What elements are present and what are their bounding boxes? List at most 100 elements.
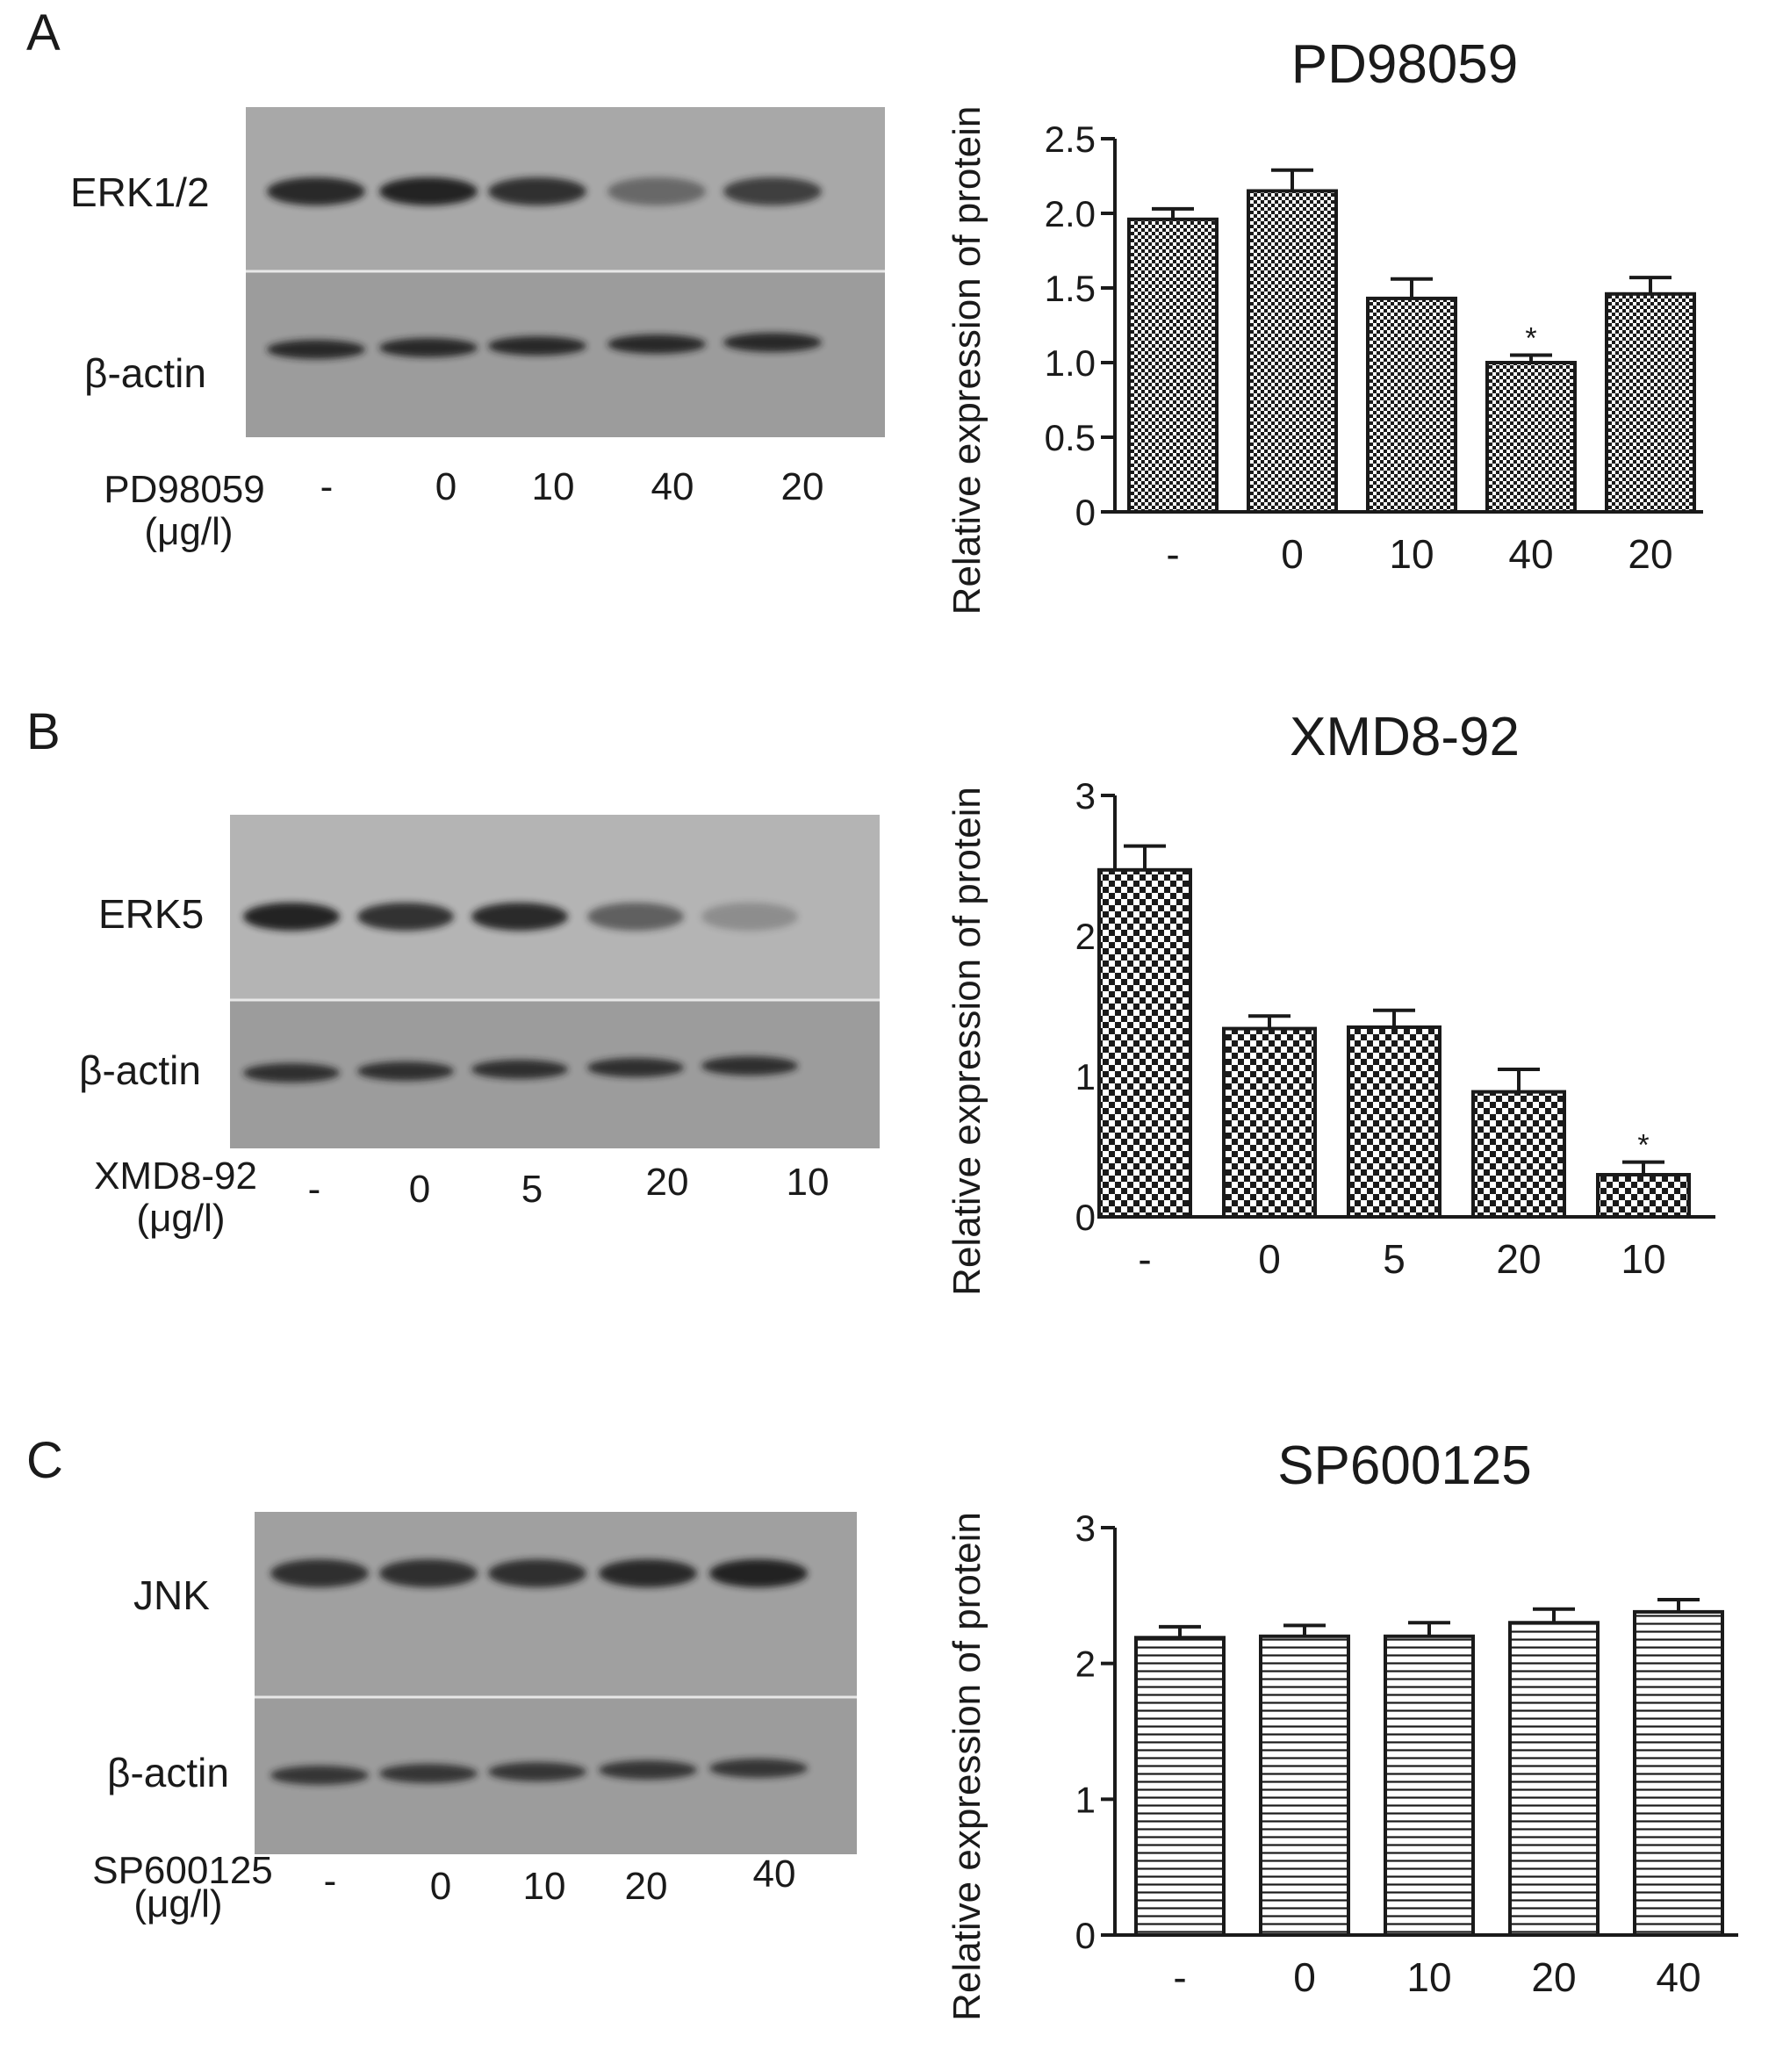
bar xyxy=(1485,361,1577,514)
lane-label: - xyxy=(307,1168,321,1211)
target-band xyxy=(599,1559,697,1587)
lane-label: 20 xyxy=(645,1161,689,1204)
control-band xyxy=(723,333,822,352)
control-band xyxy=(587,1058,684,1077)
y-tick-label: 3 xyxy=(1075,1507,1096,1549)
bar xyxy=(1508,1621,1600,1937)
control-band xyxy=(488,336,586,356)
target-band xyxy=(379,177,478,205)
x-tick-label: 0 xyxy=(1281,531,1304,577)
target-band xyxy=(488,1559,586,1587)
panel-letter-c: C xyxy=(26,1432,63,1489)
target-band xyxy=(471,903,568,931)
lane-label: 40 xyxy=(651,465,694,508)
control-band xyxy=(267,340,365,359)
control-band xyxy=(599,1760,697,1780)
y-tick-label: 1 xyxy=(1075,1779,1096,1820)
bar xyxy=(1222,1026,1317,1219)
significance-marker: * xyxy=(1525,322,1536,356)
bar xyxy=(1605,291,1696,514)
x-tick-label: 10 xyxy=(1621,1236,1665,1282)
blot-control-label-a: β-actin xyxy=(84,350,206,396)
treatment-unit: (μg/l) xyxy=(144,510,234,553)
significance-marker: * xyxy=(1637,1129,1649,1162)
treatment-label-a: PD98059 (μg/l) xyxy=(70,469,298,553)
lane-label: - xyxy=(320,465,334,508)
y-tick-label: 2.5 xyxy=(1045,119,1096,160)
blot-target-label-a: ERK1/2 xyxy=(70,169,210,215)
western-blot-a xyxy=(246,107,885,437)
treatment-unit: (μg/l) xyxy=(133,1882,223,1925)
y-tick-label: 2 xyxy=(1075,916,1096,957)
y-axis-label: Relative expression of protein xyxy=(945,106,989,615)
control-band xyxy=(608,335,706,354)
y-tick-label: 0 xyxy=(1075,1915,1096,1956)
target-band xyxy=(723,177,822,205)
x-tick-label: 40 xyxy=(1508,531,1553,577)
y-tick-label: 2.0 xyxy=(1045,193,1096,234)
x-tick-label: 20 xyxy=(1496,1236,1541,1282)
y-axis-label: Relative expression of protein xyxy=(945,1512,989,2021)
control-band xyxy=(270,1766,369,1785)
lane-label: 10 xyxy=(786,1161,830,1204)
control-band xyxy=(357,1061,454,1081)
treatment-label-c: SP600125 (μg/l) xyxy=(60,1849,306,1924)
lane-label: 5 xyxy=(521,1168,543,1211)
y-tick-label: 2 xyxy=(1075,1644,1096,1685)
y-axis-label: Relative expression of protein xyxy=(945,787,989,1296)
lane-label: 0 xyxy=(429,1865,452,1908)
x-tick-label: 10 xyxy=(1389,531,1434,577)
y-tick-label: 0.5 xyxy=(1045,417,1096,458)
control-band xyxy=(701,1056,798,1076)
y-tick-label: 1.5 xyxy=(1045,268,1096,309)
chart-title: XMD8-92 xyxy=(1290,707,1520,767)
lane-label: 20 xyxy=(780,465,824,508)
x-tick-label: 0 xyxy=(1293,1954,1316,2000)
target-band xyxy=(357,903,454,931)
target-band xyxy=(587,903,684,931)
x-tick-label: 20 xyxy=(1628,531,1672,577)
blot-target-label-c: JNK xyxy=(133,1572,210,1618)
bar xyxy=(1127,217,1219,514)
target-band xyxy=(488,177,586,205)
target-band xyxy=(270,1559,369,1587)
y-tick-label: 1.0 xyxy=(1045,342,1096,384)
x-tick-label: - xyxy=(1173,1954,1186,2000)
y-tick-label: 3 xyxy=(1075,775,1096,817)
treatment-name: XMD8-92 xyxy=(94,1155,257,1198)
treatment-name: SP600125 xyxy=(92,1849,273,1892)
target-band xyxy=(243,903,340,931)
target-band xyxy=(709,1559,808,1587)
bar-chart-sp600125: SP600125 Relative expression of protein 0 1… xyxy=(945,1435,1738,2021)
bar xyxy=(1633,1609,1724,1937)
blot-control-label-b: β-actin xyxy=(79,1047,201,1093)
target-band xyxy=(608,177,706,205)
control-band xyxy=(709,1759,808,1778)
x-tick-label: - xyxy=(1138,1236,1151,1282)
control-band xyxy=(379,1764,478,1783)
lane-label: - xyxy=(323,1860,337,1903)
western-blot-b xyxy=(230,815,880,1148)
bar xyxy=(1259,1634,1350,1937)
control-band xyxy=(488,1762,586,1781)
control-band xyxy=(471,1060,568,1079)
bar xyxy=(1134,1636,1226,1937)
chart-title: SP600125 xyxy=(1277,1435,1532,1496)
bar-chart-pd98059: PD98059 Relative expression of protein 0 0.… xyxy=(945,34,1703,615)
target-band xyxy=(267,177,365,205)
x-tick-label: 5 xyxy=(1383,1236,1406,1282)
y-tick-label: 0 xyxy=(1075,492,1096,533)
target-band xyxy=(701,903,798,931)
lane-label: 40 xyxy=(752,1853,796,1896)
bar xyxy=(1366,296,1457,514)
bar xyxy=(1596,1173,1691,1219)
lane-label: 10 xyxy=(531,465,575,508)
panel-letter-a: A xyxy=(26,4,61,61)
x-tick-label: 0 xyxy=(1258,1236,1281,1282)
bar xyxy=(1347,1025,1441,1219)
y-tick-label: 0 xyxy=(1075,1197,1096,1238)
treatment-name: PD98059 xyxy=(104,468,265,511)
bar xyxy=(1097,867,1192,1219)
bar xyxy=(1384,1634,1475,1937)
lane-label: 20 xyxy=(624,1865,668,1908)
